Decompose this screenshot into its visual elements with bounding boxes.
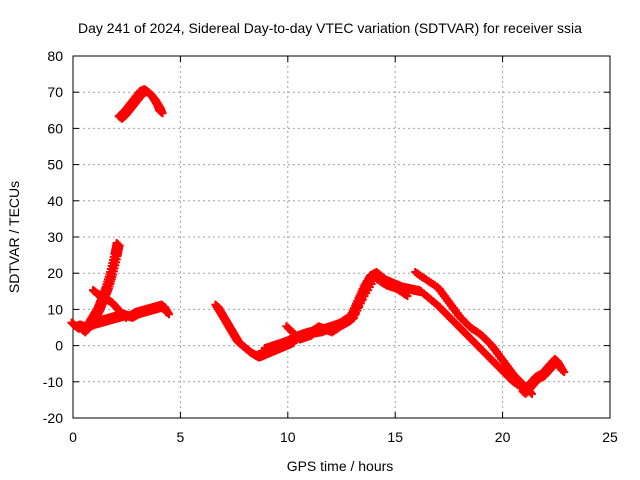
data-point [157, 108, 166, 117]
series-arc-3 [88, 286, 131, 322]
y-tick-label: 10 [47, 301, 63, 317]
series-arc-9 [518, 354, 569, 398]
y-tick-label: 80 [47, 48, 63, 64]
x-tick-label: 25 [602, 429, 618, 445]
y-tick-label: -20 [43, 410, 63, 426]
x-tick-label: 20 [495, 429, 511, 445]
x-tick-label: 15 [387, 429, 403, 445]
chart-title: Day 241 of 2024, Sidereal Day-to-day VTE… [78, 20, 582, 36]
series-arc-8 [411, 268, 537, 398]
y-axis-label: SDTVAR / TECUs [6, 181, 22, 293]
series-arc-5 [211, 300, 298, 362]
data-point [558, 366, 567, 375]
series-arc-4 [114, 85, 167, 123]
x-axis-label: GPS time / hours [287, 458, 394, 474]
data-point [114, 240, 123, 249]
grid-lines [73, 56, 610, 418]
data-point [560, 368, 569, 377]
data-point [158, 109, 167, 118]
data-point [122, 313, 131, 322]
data-point [165, 310, 174, 319]
data-point [115, 241, 124, 250]
data-point [401, 290, 410, 299]
x-tick-label: 0 [69, 429, 77, 445]
data-marks [67, 85, 569, 398]
y-tick-label: 40 [47, 193, 63, 209]
series-arc-2 [78, 239, 124, 337]
y-tick-label: 50 [47, 157, 63, 173]
series-arc-7 [282, 271, 412, 344]
y-tick-label: -10 [43, 374, 63, 390]
x-tick-label: 5 [177, 429, 185, 445]
data-point [120, 312, 129, 321]
y-tick-label: 70 [47, 84, 63, 100]
data-point [403, 292, 412, 301]
data-point [163, 309, 172, 318]
axis-ticks: 0 5 10 15 20 25 -20 -10 0 10 20 30 40 50 60 70 80 [43, 48, 618, 445]
y-tick-label: 0 [55, 338, 63, 354]
y-tick-label: 30 [47, 229, 63, 245]
x-tick-label: 10 [280, 429, 296, 445]
y-tick-label: 20 [47, 265, 63, 281]
y-tick-label: 60 [47, 120, 63, 136]
